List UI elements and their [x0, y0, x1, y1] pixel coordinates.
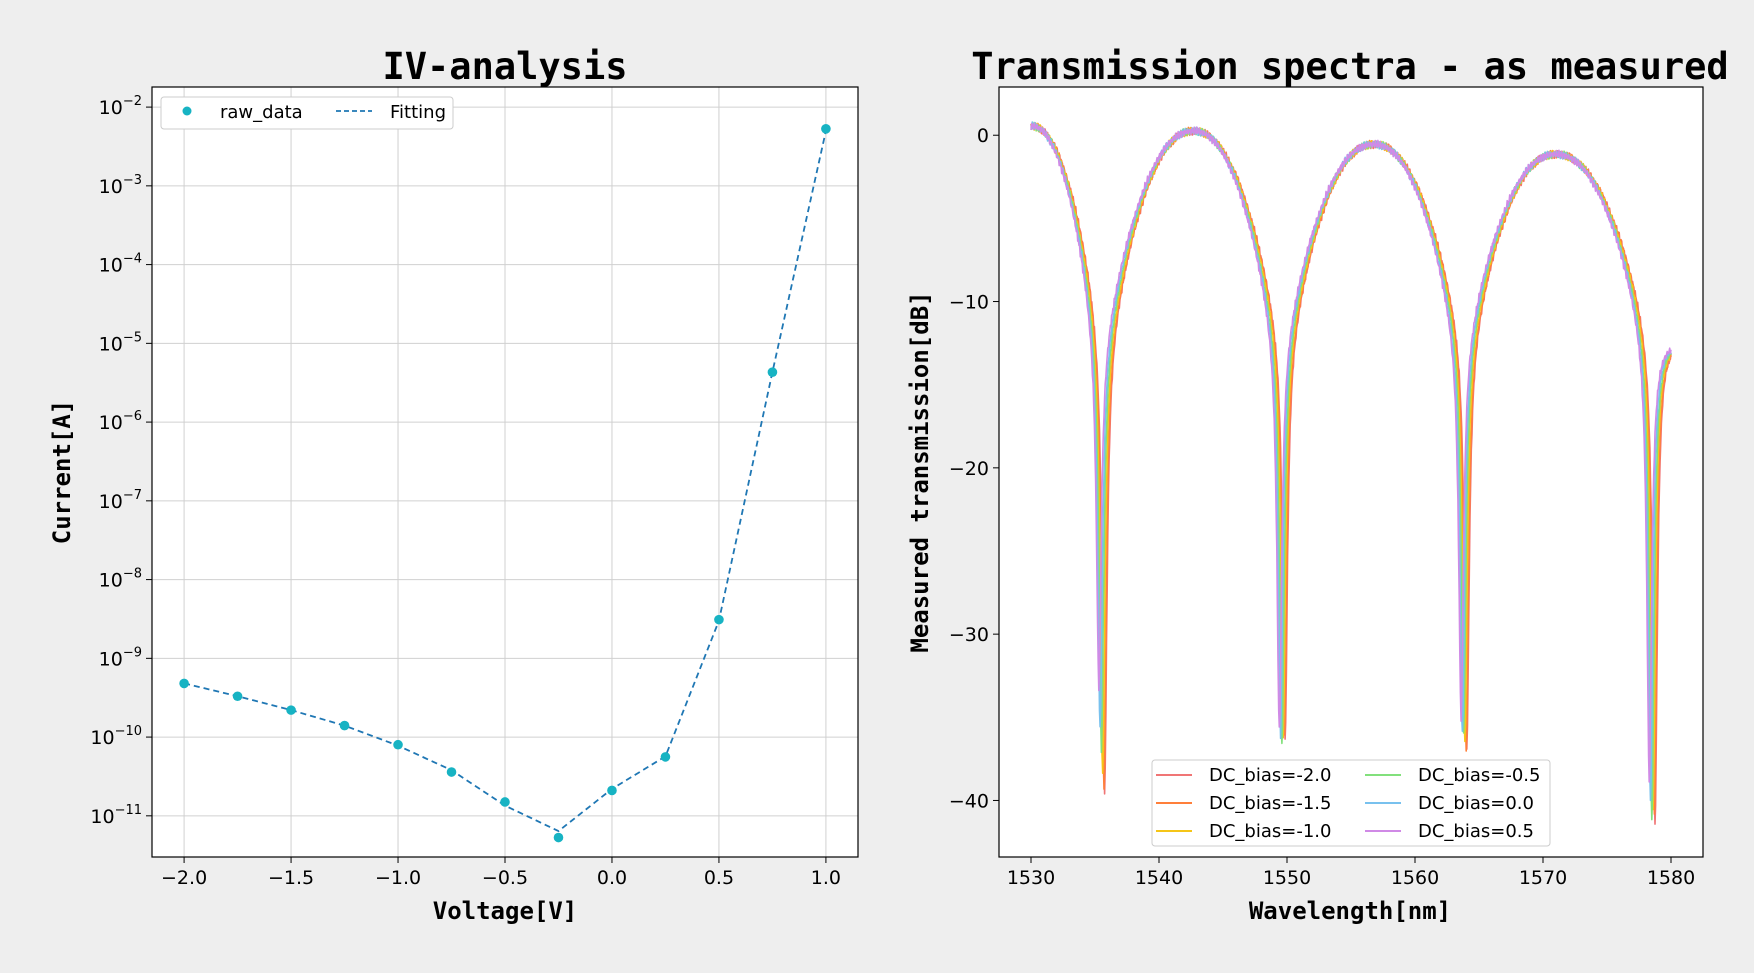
ts-x-axis-label: Wavelength[nm]: [1249, 897, 1451, 925]
iv-raw-point: [500, 797, 510, 807]
iv-x-tick-label: 0.5: [704, 867, 734, 889]
ts-legend-box: [1151, 759, 1551, 847]
ts-legend-label: DC_bias=0.5: [1418, 821, 1534, 842]
ts-y-tick-label: −20: [949, 458, 989, 480]
ts-y-axis-label: Measured transmission[dB]: [906, 291, 934, 652]
iv-raw-point: [553, 832, 564, 843]
ts-legend-label: DC_bias=-0.5: [1418, 765, 1540, 786]
ts-x-tick-label: 1570: [1519, 867, 1567, 889]
ts-x-tick-label: 1530: [1007, 867, 1055, 889]
iv-raw-point: [179, 678, 189, 689]
iv-y-tick-label: 10−4: [99, 252, 142, 277]
ts-y-tick-label: −30: [949, 624, 989, 646]
ts-x-tick-label: 1550: [1263, 867, 1311, 889]
iv-x-tick-label: −0.5: [482, 867, 528, 889]
iv-x-tick-label: −1.0: [375, 867, 421, 889]
iv-x-tick-label: −2.0: [161, 867, 207, 889]
iv-y-tick-label: 10−3: [99, 173, 142, 198]
iv-raw-point: [714, 614, 724, 625]
legend-label-fitting: Fitting: [390, 102, 446, 123]
legend-label-raw-data: raw_data: [220, 102, 303, 123]
iv-x-tick-label: 0.0: [597, 867, 627, 889]
iv-raw-point: [339, 720, 350, 731]
iv-y-tick-label: 10−11: [90, 803, 142, 828]
ts-legend-label: DC_bias=0.0: [1418, 793, 1534, 814]
transmission-chart: 1530 1540 1550 1560 1570 1580 0 −10 −20 −30 −40 T…: [906, 45, 1729, 925]
legend-marker-raw-data: [182, 106, 192, 116]
iv-y-tick-label: 10−8: [99, 567, 142, 592]
iv-y-tick-label: 10−10: [90, 724, 142, 749]
iv-raw-point: [446, 767, 457, 777]
iv-y-tick-label: 10−6: [99, 409, 142, 434]
ts-legend: DC_bias=-2.0 DC_bias=-1.5 DC_bias=-1.0 DC_b…: [1151, 759, 1551, 847]
iv-y-tick-label: 10−5: [99, 330, 142, 355]
ts-legend-label: DC_bias=-1.0: [1209, 821, 1331, 842]
ts-series-5: [1030, 122, 1672, 783]
iv-x-ticks: −2.0 −1.5 −1.0 −0.5 0.0 0.5 1.0: [161, 857, 841, 889]
iv-title: IV-analysis: [382, 45, 627, 88]
iv-legend: raw_data Fitting: [160, 96, 454, 130]
iv-y-tick-label: 10−9: [99, 645, 142, 670]
iv-raw-point: [767, 367, 778, 378]
ts-series-lines: [1030, 121, 1672, 825]
ts-legend-label: DC_bias=-2.0: [1209, 765, 1331, 786]
ts-y-ticks: 0 −10 −20 −30 −40: [949, 125, 999, 812]
iv-y-ticks: 10−11 10−10 10−9 10−8 10−7 10−6 10−5 10−4 10−3 10…: [90, 94, 152, 828]
iv-raw-point: [607, 785, 617, 796]
iv-legend-box: [160, 96, 454, 130]
ts-x-tick-label: 1540: [1135, 867, 1183, 889]
iv-y-tick-label: 10−7: [99, 488, 142, 513]
ts-title: Transmission spectra - as measured: [971, 45, 1728, 88]
iv-raw-point: [286, 705, 296, 715]
iv-x-tick-label: 1.0: [811, 867, 841, 889]
ts-y-tick-label: −40: [949, 790, 989, 812]
iv-chart: −2.0 −1.5 −1.0 −0.5 0.0 0.5 1.0 10−11 10−10 10−9…: [48, 45, 859, 925]
ts-x-tick-label: 1560: [1391, 867, 1439, 889]
ts-y-tick-label: −10: [949, 292, 989, 314]
ts-plot-frame: [998, 86, 1704, 858]
ts-x-ticks: 1530 1540 1550 1560 1570 1580: [1007, 857, 1695, 889]
ts-y-tick-label: 0: [977, 125, 989, 147]
iv-raw-markers: [179, 124, 831, 843]
iv-raw-point: [660, 752, 671, 762]
iv-x-tick-label: −1.5: [268, 867, 314, 889]
iv-x-axis-label: Voltage[V]: [433, 897, 578, 925]
iv-grid: [152, 87, 858, 857]
iv-y-tick-label: 10−2: [99, 94, 142, 119]
ts-x-tick-label: 1580: [1647, 867, 1695, 889]
ts-plot-area: [999, 87, 1703, 857]
iv-y-axis-label: Current[A]: [48, 400, 76, 545]
iv-raw-point: [821, 124, 831, 134]
ts-legend-label: DC_bias=-1.5: [1209, 793, 1331, 814]
iv-raw-point: [232, 691, 243, 702]
iv-raw-point: [393, 739, 403, 750]
